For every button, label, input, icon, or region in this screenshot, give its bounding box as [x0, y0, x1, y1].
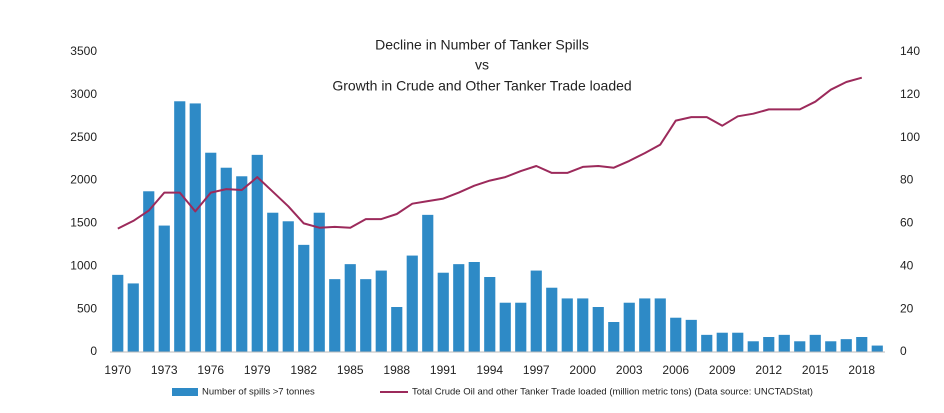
bar — [670, 317, 682, 352]
bar — [530, 270, 542, 352]
bar — [422, 214, 434, 352]
y-tick-label: 1000 — [70, 258, 97, 272]
y-tick-label: 3500 — [70, 44, 97, 58]
bar — [112, 274, 124, 352]
bar — [158, 225, 170, 352]
x-tick-label: 2015 — [802, 363, 829, 377]
x-tick-label: 1988 — [383, 363, 410, 377]
bar — [592, 307, 604, 352]
bar — [329, 279, 341, 352]
bar — [701, 334, 713, 352]
x-tick-label: 1994 — [476, 363, 503, 377]
bar — [546, 287, 558, 352]
bar — [732, 332, 744, 352]
x-tick-label: 1982 — [290, 363, 317, 377]
bar — [189, 103, 201, 352]
bar — [778, 334, 790, 352]
bar — [623, 302, 635, 352]
x-tick-label: 1979 — [244, 363, 271, 377]
bar — [313, 212, 325, 352]
y-tick-label: 1500 — [70, 216, 97, 230]
y-tick-label: 2500 — [70, 130, 97, 144]
chart-title: Decline in Number of Tanker Spills — [375, 37, 589, 53]
bar — [577, 298, 589, 352]
bar — [716, 332, 728, 352]
y2-tick-label: 60 — [900, 216, 914, 230]
x-tick-label: 1970 — [104, 363, 131, 377]
bar — [127, 283, 139, 352]
chart-title: vs — [475, 57, 489, 73]
x-tick-label: 1973 — [151, 363, 178, 377]
bar — [747, 341, 759, 352]
bar — [391, 307, 403, 352]
legend-label: Total Crude Oil and other Tanker Trade l… — [412, 387, 813, 398]
legend-label: Number of spills >7 tonnes — [202, 387, 315, 398]
bar — [143, 191, 155, 352]
y2-tick-label: 140 — [900, 44, 920, 58]
bar — [375, 270, 387, 352]
bar — [871, 345, 883, 352]
bar — [174, 101, 186, 353]
bar — [437, 272, 449, 352]
x-tick-label: 2000 — [569, 363, 596, 377]
bar — [840, 339, 852, 352]
bar — [608, 322, 620, 352]
bar — [484, 277, 496, 352]
x-tick-label: 2003 — [616, 363, 643, 377]
x-tick-label: 1976 — [197, 363, 224, 377]
bar — [406, 255, 418, 352]
x-tick-label: 1991 — [430, 363, 457, 377]
bar — [360, 279, 372, 352]
y2-tick-label: 100 — [900, 130, 920, 144]
bar — [763, 337, 775, 352]
line — [117, 76, 863, 230]
bar — [685, 319, 697, 352]
bar — [825, 341, 837, 352]
x-tick-label: 2009 — [709, 363, 736, 377]
x-tick-label: 1985 — [337, 363, 364, 377]
legend-swatch — [172, 388, 198, 396]
bar — [794, 341, 806, 352]
bar — [453, 264, 465, 352]
bar — [515, 302, 527, 352]
bar — [654, 298, 666, 352]
bar — [468, 262, 480, 352]
y2-tick-label: 0 — [900, 344, 907, 358]
bar — [561, 298, 573, 352]
bar — [298, 244, 310, 352]
bar — [267, 212, 279, 352]
bar — [344, 264, 356, 352]
y2-tick-label: 80 — [900, 173, 914, 187]
x-tick-label: 2006 — [662, 363, 689, 377]
y2-tick-label: 120 — [900, 87, 920, 101]
bar — [639, 298, 651, 352]
bar — [251, 154, 263, 352]
x-tick-label: 1997 — [523, 363, 550, 377]
y-tick-label: 3000 — [70, 87, 97, 101]
bar — [499, 302, 511, 352]
bar — [809, 334, 821, 352]
bar — [220, 167, 232, 352]
y-tick-label: 2000 — [70, 173, 97, 187]
y-tick-label: 500 — [77, 301, 97, 315]
bar — [856, 337, 868, 352]
bar — [236, 176, 248, 352]
y2-tick-label: 40 — [900, 258, 914, 272]
x-tick-label: 2018 — [848, 363, 875, 377]
bar — [205, 152, 217, 352]
x-tick-label: 2012 — [755, 363, 782, 377]
chart-title: Growth in Crude and Other Tanker Trade l… — [332, 78, 631, 94]
y2-tick-label: 20 — [900, 301, 914, 315]
y-tick-label: 0 — [90, 344, 97, 358]
bar — [282, 221, 294, 352]
